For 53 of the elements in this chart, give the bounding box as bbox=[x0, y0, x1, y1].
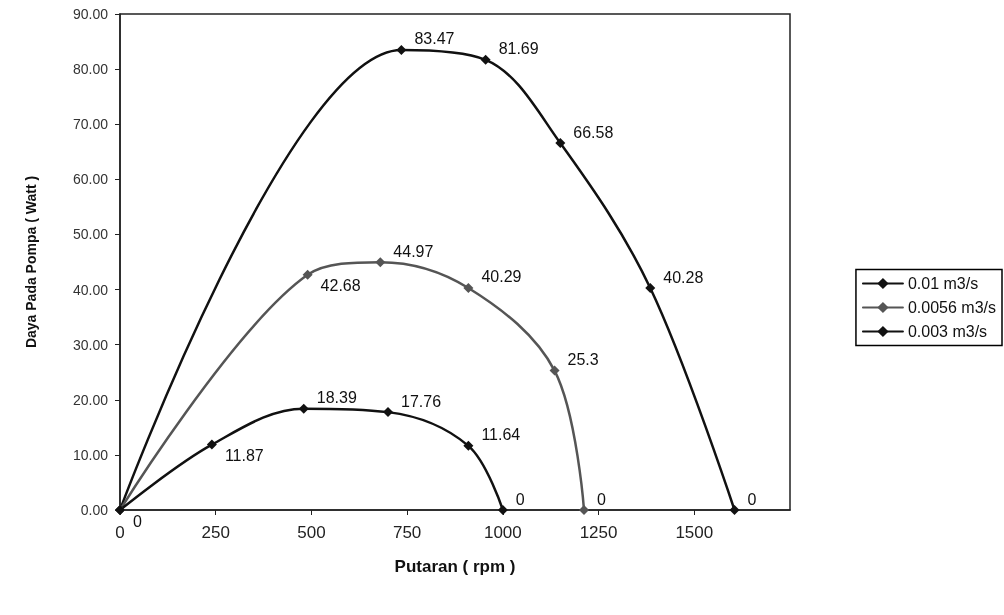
point bbox=[302, 269, 313, 280]
data-label: 0 bbox=[133, 512, 142, 530]
legend-label: 0.0056 m3/s bbox=[907, 299, 997, 316]
data-label: 42.68 bbox=[320, 277, 361, 295]
y-axis-title: Daya Pada Pompa ( Watt ) bbox=[23, 175, 39, 349]
point bbox=[645, 283, 656, 294]
point bbox=[463, 282, 474, 293]
point bbox=[555, 138, 566, 149]
x-tick-label: 500 bbox=[297, 523, 326, 542]
data-label: 83.47 bbox=[414, 30, 455, 48]
x-tick-label: 1000 bbox=[483, 523, 522, 542]
data-label: 0 bbox=[597, 490, 607, 508]
point bbox=[206, 439, 217, 450]
point bbox=[549, 365, 560, 376]
y-tick-label: 0.00 bbox=[80, 502, 109, 518]
data-label: 0 bbox=[747, 490, 757, 508]
point bbox=[729, 505, 740, 515]
point bbox=[383, 407, 393, 418]
x-tick-label: 1250 bbox=[579, 523, 618, 542]
y-tick-label: 70.00 bbox=[72, 116, 109, 133]
data-label: 11.87 bbox=[224, 447, 264, 465]
data-label: 11.64 bbox=[481, 426, 521, 444]
y-tick-label: 20.00 bbox=[72, 391, 109, 408]
data-label: 18.39 bbox=[316, 389, 357, 407]
point bbox=[298, 403, 309, 414]
point bbox=[375, 257, 386, 268]
y-tick-label: 30.00 bbox=[72, 336, 109, 353]
data-label: 81.69 bbox=[498, 40, 539, 58]
point bbox=[579, 505, 590, 515]
data-label: 44.97 bbox=[393, 242, 434, 260]
y-tick-label: 60.00 bbox=[72, 171, 109, 188]
data-label: 40.28 bbox=[663, 268, 704, 286]
x-tick-label: 750 bbox=[392, 523, 422, 542]
point bbox=[480, 54, 491, 65]
y-tick-label: 90.00 bbox=[72, 6, 109, 22]
y-tick-label: 80.00 bbox=[72, 61, 109, 78]
point bbox=[463, 440, 474, 451]
x-tick-label: 0 bbox=[115, 523, 125, 542]
legend-label: 0.01 m3/s bbox=[907, 275, 979, 292]
y-tick-label: 40.00 bbox=[72, 281, 109, 298]
point bbox=[497, 505, 508, 515]
point bbox=[396, 44, 407, 55]
y-tick-label: 50.00 bbox=[72, 226, 109, 243]
data-label: 66.58 bbox=[573, 123, 614, 141]
data-label: 17.76 bbox=[401, 392, 442, 410]
x-tick-label: 1500 bbox=[675, 523, 714, 542]
data-label: 40.29 bbox=[481, 268, 522, 286]
x-axis-title: Putaran ( rpm ) bbox=[394, 557, 516, 576]
y-tick-label: 10.00 bbox=[72, 446, 109, 463]
x-tick-label: 250 bbox=[201, 523, 230, 542]
data-label: 25.3 bbox=[567, 351, 599, 369]
legend-label: 0.003 m3/s bbox=[907, 323, 988, 340]
data-label: 0 bbox=[515, 490, 525, 508]
